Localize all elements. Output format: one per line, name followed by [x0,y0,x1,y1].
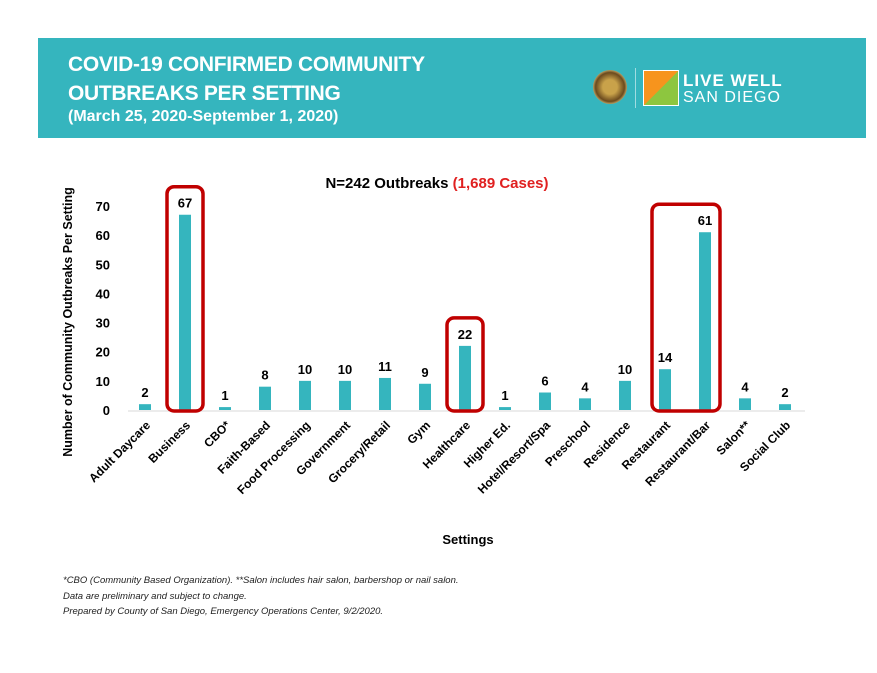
title-line-1: COVID-19 CONFIRMED COMMUNITY [68,53,425,76]
x-tick-label: Adult Daycare [86,418,153,485]
header-banner: COVID-19 CONFIRMED COMMUNITY OUTBREAKS P… [38,38,866,138]
data-label: 9 [421,365,428,380]
title-highlight: (1,689 Cases) [453,175,549,192]
bar-restaurant [659,369,671,410]
x-tick-label: Hotel/Resort/Spa [475,418,553,496]
x-tick-label: CBO* [201,418,233,450]
y-tick-label: 10 [96,374,110,389]
highlight-box [650,202,722,413]
county-seal-icon [593,70,627,104]
data-label: 10 [338,362,352,377]
bar-higher-ed- [499,407,511,410]
y-tick-label: 20 [96,345,110,360]
title-line-2: OUTBREAKS PER SETTING [68,82,341,105]
bar-cbo- [219,407,231,410]
y-tick-label: 30 [96,316,110,331]
bar-adult-daycare [139,404,151,410]
divider [635,68,636,108]
data-label: 2 [141,385,148,400]
data-label: 22 [458,327,472,342]
bar-healthcare [459,345,471,410]
y-tick-label: 40 [96,286,110,301]
y-tick-label: 70 [96,199,110,214]
x-tick-label: Food Processing [234,418,313,497]
x-tick-label: Business [145,418,193,466]
data-label: 4 [741,379,749,394]
footnote-2: Data are preliminary and subject to chan… [63,590,247,602]
y-axis-label: Number of Community Outbreaks Per Settin… [61,187,75,456]
data-label: 67 [178,196,192,211]
bar-business [179,214,191,410]
data-label: 8 [261,368,268,383]
bar-preschool [579,398,591,410]
live-well-icon [643,70,679,106]
data-label: 6 [541,374,548,389]
data-label: 10 [298,362,312,377]
bar-gym [419,383,431,410]
page-title: COVID-19 CONFIRMED COMMUNITY OUTBREAKS P… [68,50,425,108]
bar-restaurant-bar [699,232,711,410]
title-prefix: N=242 Outbreaks [325,175,452,192]
bar-salon- [739,398,751,410]
bar-hotel-resort-spa [539,392,551,410]
date-range: (March 25, 2020-September 1, 2020) [68,108,339,125]
highlight-box [445,316,485,413]
logo-text-1: LIVE WELL [683,71,783,90]
highlight-box [165,184,205,413]
y-tick-label: 50 [96,257,110,272]
x-tick-label: Salon** [714,418,754,458]
footnotes: *CBO (Community Based Organization). **S… [63,573,459,620]
bar-faith-based [259,386,271,410]
footnote-1: *CBO (Community Based Organization). **S… [63,575,459,586]
data-label: 11 [378,359,392,374]
data-label: 1 [221,388,228,403]
data-label: 2 [781,385,788,400]
bar-residence [619,380,631,410]
data-label: 4 [581,379,589,394]
bar-grocery-retail [379,377,391,410]
bar-government [339,380,351,410]
chart-title: N=242 Outbreaks (1,689 Cases) [325,175,548,192]
data-label: 1 [501,388,508,403]
data-label: 10 [618,362,632,377]
y-tick-label: 60 [96,228,110,243]
bar-food-processing [299,380,311,410]
data-label: 61 [698,213,712,228]
footnote-3: Prepared by County of San Diego, Emergen… [63,606,384,617]
logo-text-2: SAN DIEGO [683,89,781,106]
bar-social-club [779,404,791,410]
x-axis-label: Settings [442,532,493,547]
live-well-logo: LIVE WELL SAN DIEGO [593,68,803,112]
y-tick-label: 0 [103,403,110,418]
data-label: 14 [658,350,673,365]
x-tick-label: Gym [404,418,433,447]
